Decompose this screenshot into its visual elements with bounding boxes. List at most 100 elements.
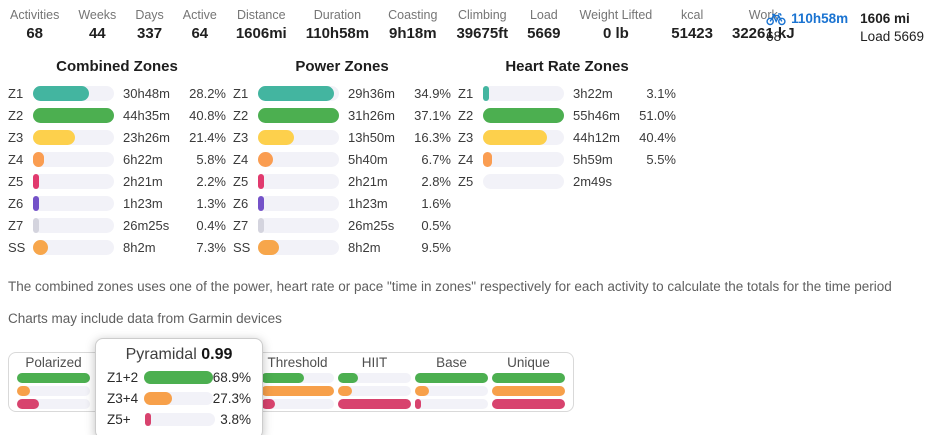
zone-row: Z7 26m25s 0.5% — [233, 214, 451, 236]
tooltip-zone-label: Z1+2 — [107, 370, 139, 385]
ride-distance: 1606 mi — [860, 11, 910, 26]
distribution-item-label: Unique — [507, 355, 550, 370]
distribution-item-polarized[interactable]: Polarized — [17, 355, 90, 409]
tooltip-title-value: 0.99 — [201, 346, 233, 363]
tooltip-zone-row: Z1+2 68.9% — [107, 370, 251, 385]
zone-time: 3h22m — [573, 85, 613, 101]
zone-bar-fill — [258, 217, 264, 233]
zone-percent: 0.5% — [421, 217, 451, 233]
tooltip-bar-fill — [144, 392, 172, 405]
zone-bar-track — [483, 173, 564, 189]
zone-bar-fill — [33, 129, 76, 145]
zone-bar-fill — [33, 195, 39, 211]
distribution-bar-fill — [338, 399, 411, 409]
distribution-item[interactable]: HIIT — [338, 355, 411, 409]
zone-percent: 5.8% — [196, 151, 226, 167]
power-zones-chart: Power Zones Z1 29h36m 34.9% Z2 — [233, 58, 451, 258]
activity-type-summary[interactable]: 110h58m 1606 mi 68 Load 5669 — [766, 8, 924, 44]
distribution-bar-fill — [492, 386, 565, 396]
zone-bar-track — [258, 85, 339, 101]
zone-label: Z3 — [458, 129, 474, 145]
tooltip-zone-percent: 68.9% — [212, 370, 251, 385]
zone-time: 30h48m — [123, 85, 170, 101]
zone-time: 2h21m — [348, 173, 388, 189]
distribution-item[interactable]: Unique — [492, 355, 565, 409]
distribution-item[interactable]: Threshold — [261, 355, 334, 409]
zone-bar-track — [33, 173, 114, 189]
distribution-bar-fill — [415, 373, 488, 383]
zone-time: 6h22m — [123, 151, 163, 167]
distribution-item-label: Base — [436, 355, 467, 370]
distribution-bar-fill — [338, 373, 358, 383]
zone-percent: 34.9% — [414, 85, 451, 101]
zone-time: 44h12m — [573, 129, 620, 145]
zone-label: Z1 — [233, 85, 249, 101]
distribution-item-label: Threshold — [267, 355, 328, 370]
distribution-bar-fill — [492, 373, 565, 383]
top-stats-bar: Activities 68 Weeks 44 Days 337 Active 6… — [0, 0, 932, 42]
distribution-bar-fill — [17, 386, 31, 396]
zone-label: Z5 — [233, 173, 249, 189]
zone-percent: 3.1% — [646, 85, 676, 101]
bike-icon — [766, 11, 786, 26]
zone-row: Z4 5h59m 5.5% — [458, 148, 676, 170]
zone-bar-track — [258, 195, 339, 211]
zone-bar-fill — [33, 85, 89, 101]
distribution-bar-track — [415, 373, 488, 383]
zone-percent: 28.2% — [189, 85, 226, 101]
distribution-bar-fill — [17, 373, 90, 383]
zone-time: 55h46m — [573, 107, 620, 123]
zone-bar-fill — [33, 107, 114, 123]
zone-bar-fill — [483, 85, 489, 101]
tooltip-zone-label: Z5+ — [107, 412, 131, 427]
distribution-item[interactable]: Base — [415, 355, 488, 409]
zone-row: Z1 29h36m 34.9% — [233, 82, 451, 104]
stat-label: Coasting — [388, 8, 438, 22]
zone-percent: 2.2% — [196, 173, 226, 189]
tooltip-zone-percent: 27.3% — [212, 391, 251, 406]
zone-percent: 51.0% — [639, 107, 676, 123]
zone-label: SS — [233, 239, 251, 255]
distribution-card: Polarized Threshold HIIT — [8, 352, 574, 412]
chart-title: Combined Zones — [56, 58, 178, 75]
distribution-bar-fill — [261, 373, 305, 383]
stat-item: Activities 68 — [10, 8, 59, 42]
distribution-bar-fill — [261, 386, 334, 396]
pyramidal-tooltip: Pyramidal 0.99 Z1+2 68.9% Z3+4 — [95, 338, 263, 435]
zone-time: 1h23m — [348, 195, 388, 211]
zone-bar-fill — [258, 239, 280, 255]
stat-item: Climbing 39675ft — [456, 8, 508, 42]
zone-bar-track — [483, 129, 564, 145]
zone-percent: 1.6% — [421, 195, 451, 211]
zone-bar-track — [258, 107, 339, 123]
zone-row: Z2 44h35m 40.8% — [8, 104, 226, 126]
zone-time: 8h2m — [348, 239, 381, 255]
tooltip-bar-track — [145, 413, 215, 426]
tooltip-title: Pyramidal 0.99 — [107, 346, 251, 364]
stat-value: 5669 — [527, 25, 561, 42]
zone-label: Z5 — [458, 173, 474, 189]
tooltip-title-text: Pyramidal — [125, 346, 197, 363]
distribution-bar-fill — [492, 399, 565, 409]
zone-bar-track — [258, 151, 339, 167]
stat-label: kcal — [681, 8, 704, 22]
zone-time: 2m49s — [573, 173, 613, 189]
zone-bar-fill — [483, 151, 492, 167]
zone-bar-track — [483, 85, 564, 101]
garmin-note: Charts may include data from Garmin devi… — [8, 311, 282, 326]
stat-item: kcal 51423 — [671, 8, 713, 42]
stat-item: Weeks 44 — [78, 8, 116, 42]
stat-label: Weeks — [78, 8, 117, 22]
zone-bar-fill — [258, 107, 339, 123]
zone-row: Z4 6h22m 5.8% — [8, 148, 226, 170]
zone-percent: 21.4% — [189, 129, 226, 145]
distribution-bar-fill — [415, 399, 421, 409]
stat-value: 39675ft — [456, 25, 509, 42]
stat-label: Distance — [236, 8, 286, 22]
zone-bar-track — [258, 217, 339, 233]
stat-item: Days 337 — [135, 8, 163, 42]
distribution-bar-fill — [338, 386, 352, 396]
zone-row: SS 8h2m 9.5% — [233, 236, 451, 258]
zone-bar-fill — [258, 173, 265, 189]
zone-row: Z4 5h40m 6.7% — [233, 148, 451, 170]
